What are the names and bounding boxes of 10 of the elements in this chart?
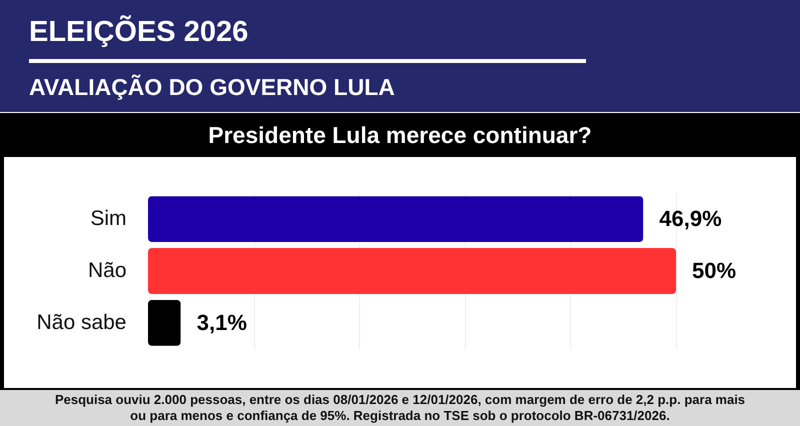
x-axis-title: Presidente Lula merece continuar? bbox=[0, 113, 800, 157]
text: Pesquisa ouviu 2.000 pessoas, entre os dias 08/01/2026 e 12/01/2026, com margem de erro de 2,2 p.p. para mais ou para menos e confiança de 95%. Registrada no TSE sob o protocolo BR-06731/2026. bbox=[54, 392, 746, 424]
chart-title: ELEIÇÕES 2026 bbox=[29, 16, 248, 49]
y-tick-label: Não sabe bbox=[36, 310, 126, 334]
y-tick-label: Sim bbox=[90, 207, 126, 230]
data-label: 46,9% bbox=[659, 206, 722, 232]
chart-subtitle: AVALIAÇÃO DO GOVERNO LULA bbox=[29, 74, 395, 101]
y-tick-label: Não bbox=[88, 259, 126, 282]
data-label: 3,1% bbox=[196, 310, 247, 335]
data-label: 50% bbox=[692, 258, 736, 283]
